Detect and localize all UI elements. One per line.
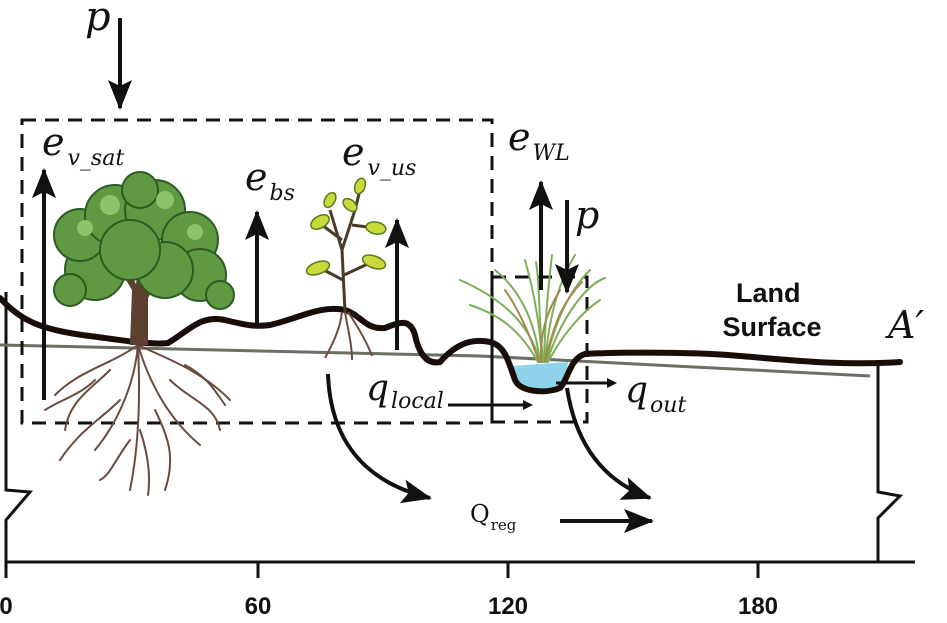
q-out-label: qout <box>625 370 686 418</box>
land-surface-line <box>0 295 903 395</box>
q-reg-label: Qreg <box>470 500 517 534</box>
precip-label-top: p <box>85 0 111 40</box>
x-tick-label: 120 <box>488 593 528 620</box>
shrub-illustration <box>305 177 387 361</box>
groundwater-flow-arrow-2 <box>565 387 652 500</box>
land-surface-label: Land Surface <box>722 278 821 342</box>
x-axis <box>4 562 760 578</box>
precip-label-wetland: p <box>575 193 599 237</box>
e-v-us-label: e v_us <box>342 130 416 181</box>
x-tick-label: 0 <box>0 593 13 620</box>
q-local-label: qlocal <box>366 368 444 414</box>
tree-roots-illustration <box>44 344 231 496</box>
x-tick-label: 180 <box>738 593 778 620</box>
e-v-sat-label: e v_sat <box>42 120 124 171</box>
e-bs-label: ebs <box>245 155 295 206</box>
water-table-line <box>0 343 871 378</box>
reed-illustration <box>459 254 606 363</box>
upland-control-volume <box>20 118 494 425</box>
tree-illustration <box>53 171 235 345</box>
cross-section-frame <box>4 292 915 564</box>
x-tick-label: 60 <box>245 593 272 620</box>
wetland-water <box>512 362 568 390</box>
flux-arrows <box>32 18 654 533</box>
groundwater-flow-arrow-1 <box>326 373 432 504</box>
a-prime-label: A′ <box>885 303 924 347</box>
e-wl-label: eWL <box>508 115 570 166</box>
